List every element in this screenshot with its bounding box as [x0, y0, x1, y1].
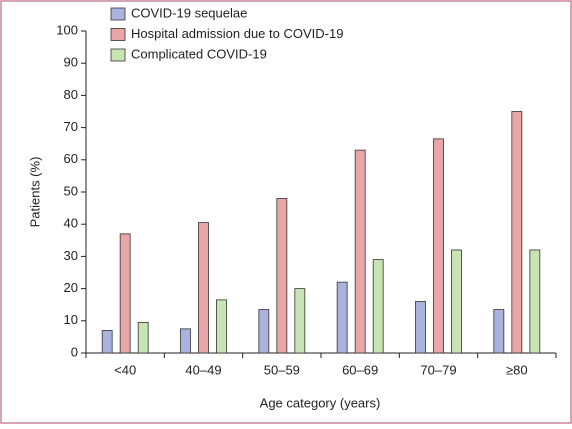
bar	[451, 249, 462, 354]
bar	[294, 288, 306, 354]
legend-swatch	[110, 48, 126, 62]
y-tick-label: 20	[64, 280, 78, 295]
bar	[336, 281, 348, 354]
y-axis-title: Patients (%)	[27, 157, 42, 228]
legend-label: Complicated COVID-19	[131, 46, 267, 61]
x-axis-title: Age category (years)	[260, 395, 381, 410]
bar	[372, 259, 384, 354]
legend-swatch	[110, 28, 126, 41]
bar	[511, 111, 523, 354]
y-tick-label: 80	[64, 87, 78, 102]
bar	[137, 322, 149, 354]
bar	[101, 330, 113, 354]
x-tick-label: 70–79	[420, 362, 456, 377]
x-tick-label: 60–69	[342, 362, 378, 377]
y-tick-label: 70	[64, 119, 78, 134]
y-tick-label: 100	[56, 22, 78, 37]
bar	[216, 299, 227, 354]
x-tick-label: <40	[114, 362, 136, 377]
bar	[198, 222, 209, 354]
bar	[493, 309, 505, 354]
y-tick-label: 0	[71, 344, 78, 359]
bar	[276, 198, 288, 354]
x-tick-label: 50–59	[264, 362, 300, 377]
bar	[354, 149, 366, 354]
bar	[258, 309, 270, 354]
y-tick-label: 60	[64, 151, 78, 166]
y-tick-label: 40	[64, 216, 78, 231]
legend-label: Hospital admission due to COVID-19	[131, 26, 343, 41]
x-tick-label: ≥80	[506, 362, 528, 377]
legend-swatch	[110, 7, 126, 21]
bar	[180, 328, 191, 354]
y-tick-label: 50	[64, 183, 78, 198]
x-tick-label: 40–49	[185, 362, 221, 377]
bar	[529, 249, 541, 354]
y-tick-label: 30	[64, 248, 78, 263]
y-tick-label: 10	[64, 312, 78, 327]
bar	[119, 233, 131, 354]
legend-label: COVID-19 sequelae	[131, 5, 247, 20]
y-tick-label: 90	[64, 55, 78, 70]
bar	[433, 138, 444, 354]
bar	[415, 301, 426, 354]
